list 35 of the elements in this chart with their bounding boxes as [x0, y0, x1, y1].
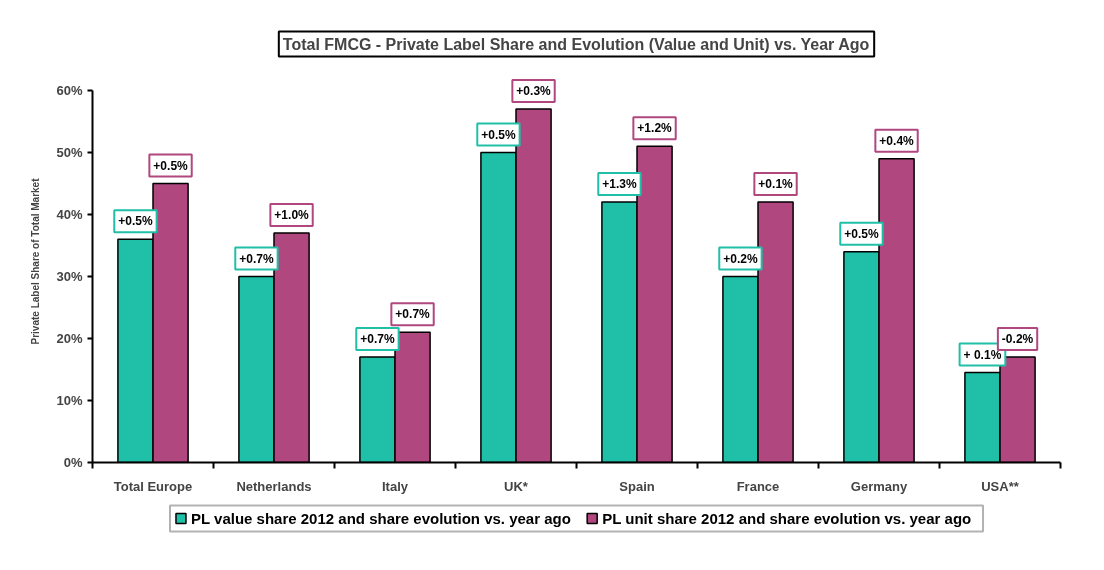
annotation: +1.0%: [274, 208, 310, 223]
legend-label: PL value share 2012 and share evolution vs. year ago: [190, 510, 571, 527]
y-tick-label: 50%: [56, 145, 83, 160]
annotation: +0.7%: [360, 332, 395, 347]
x-tick-label: Germany: [850, 478, 908, 494]
annotation: +0.5%: [481, 127, 516, 142]
x-tick-label: USA**: [981, 478, 1020, 494]
annotation: +0.5%: [844, 226, 879, 241]
x-tick-label: Netherlands: [236, 478, 312, 494]
x-tick-label: Italy: [381, 478, 409, 494]
annotation: + 0.1%: [963, 347, 1002, 362]
y-axis-title: Private Label Share of Total Market: [30, 177, 42, 345]
y-tick-label: 20%: [56, 331, 83, 346]
chart-title: Total FMCG - Private Label Share and Evolution (Value and Unit) vs. Year Ago: [282, 35, 870, 53]
x-tick-label: Total Europe: [113, 478, 193, 494]
x-tick-label: France: [736, 478, 780, 494]
y-tick-label: 30%: [56, 269, 83, 284]
y-tick-label: 0%: [63, 455, 83, 470]
x-tick-label: Spain: [619, 478, 655, 494]
annotation: +0.1%: [758, 177, 794, 192]
annotation: +0.3%: [516, 84, 552, 99]
annotation: +0.7%: [239, 251, 274, 266]
annotation: +1.2%: [637, 121, 673, 136]
annotation: +0.4%: [879, 133, 915, 148]
x-tick-label: UK*: [504, 478, 529, 494]
y-tick-label: 60%: [56, 83, 83, 98]
legend-label: PL unit share 2012 and share evolution vs. year ago: [602, 510, 972, 527]
annotation: +0.5%: [118, 214, 153, 229]
annotation: +0.7%: [395, 307, 431, 322]
annotation: -0.2%: [1001, 332, 1034, 347]
y-tick-label: 10%: [56, 393, 83, 408]
annotation: +1.3%: [602, 177, 637, 192]
annotation: +0.2%: [723, 251, 758, 266]
annotation: +0.5%: [153, 158, 189, 173]
y-tick-label: 40%: [56, 207, 83, 222]
